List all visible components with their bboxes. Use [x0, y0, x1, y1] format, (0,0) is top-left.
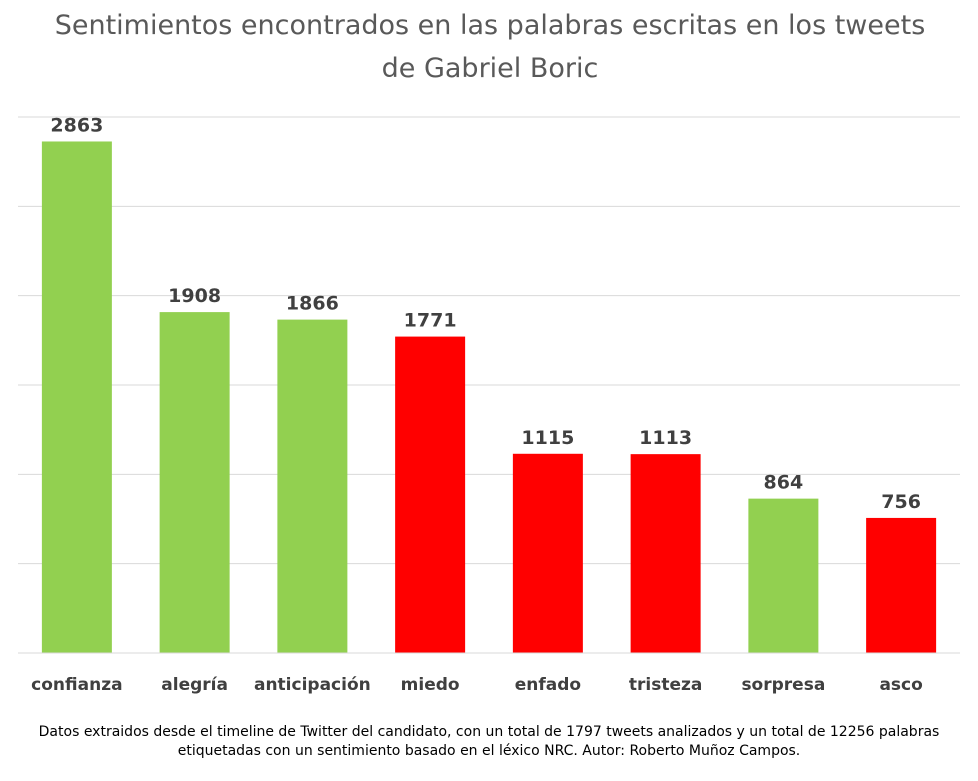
bar-anticipación	[277, 319, 348, 653]
data-label-anticipación: 1866	[286, 293, 339, 315]
bar-sorpresa	[748, 498, 819, 653]
category-label-enfado: enfado	[515, 675, 581, 695]
bar-confianza	[41, 141, 112, 653]
bar-tristeza	[630, 454, 701, 653]
bar-asco	[866, 517, 937, 653]
data-label-asco: 756	[881, 491, 921, 513]
category-label-miedo: miedo	[401, 675, 460, 695]
data-label-enfado: 1115	[521, 427, 574, 449]
category-label-anticipación: anticipación	[254, 675, 371, 695]
category-labels: confianza alegría anticipación miedo enfado t…	[31, 675, 923, 695]
data-label-miedo: 1771	[404, 310, 457, 332]
bars	[41, 141, 937, 653]
data-label-alegría: 1908	[168, 285, 221, 307]
chart-title: Sentimientos encontrados en las palabras…	[54, 10, 926, 84]
chart-footnote: Datos extraidos desde el timeline de Twi…	[38, 724, 940, 759]
category-label-alegría: alegría	[161, 675, 228, 695]
data-label-sorpresa: 864	[764, 472, 804, 494]
bar-alegría	[159, 312, 230, 653]
category-label-asco: asco	[879, 675, 922, 695]
bar-miedo	[395, 336, 466, 653]
category-label-confianza: confianza	[31, 675, 122, 695]
category-label-sorpresa: sorpresa	[741, 675, 825, 695]
bar-enfado	[512, 453, 583, 653]
category-label-tristeza: tristeza	[629, 675, 702, 695]
data-labels: 2863 1908 1866 1771 1115 1113 864 756	[50, 114, 921, 512]
gridlines	[18, 116, 960, 565]
data-label-tristeza: 1113	[639, 427, 692, 449]
data-label-confianza: 2863	[50, 114, 103, 136]
